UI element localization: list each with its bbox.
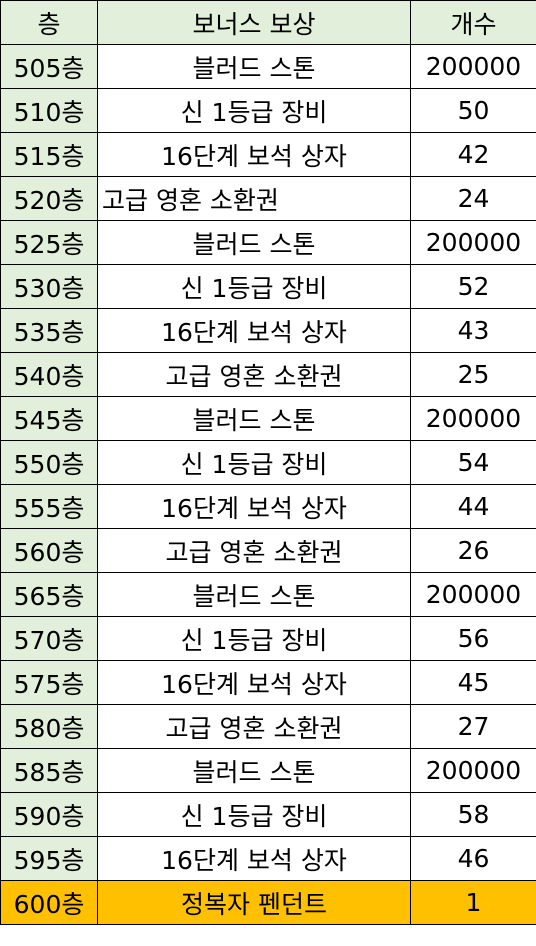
count-cell: 200000 <box>410 220 536 265</box>
floor-cell: 530층 <box>0 264 98 309</box>
floor-cell: 595층 <box>0 836 98 881</box>
table-row: 565층 블러드 스톤 200000 <box>0 572 536 617</box>
reward-cell: 신 1등급 장비 <box>97 792 411 837</box>
reward-cell: 신 1등급 장비 <box>97 88 411 133</box>
count-cell: 46 <box>410 836 536 881</box>
count-cell: 200000 <box>410 572 536 617</box>
count-cell: 24 <box>410 176 536 221</box>
reward-cell: 블러드 스톤 <box>97 220 411 265</box>
count-cell: 27 <box>410 704 536 749</box>
floor-cell: 575층 <box>0 660 98 705</box>
count-cell: 50 <box>410 88 536 133</box>
reward-cell: 정복자 펜던트 <box>97 880 411 925</box>
table-row: 510층 신 1등급 장비 50 <box>0 88 536 133</box>
count-cell: 43 <box>410 308 536 353</box>
table-row: 530층 신 1등급 장비 52 <box>0 264 536 309</box>
floor-cell: 565층 <box>0 572 98 617</box>
reward-cell: 16단계 보석 상자 <box>97 836 411 881</box>
floor-cell: 525층 <box>0 220 98 265</box>
header-floor: 층 <box>0 0 98 45</box>
table-row: 545층 블러드 스톤 200000 <box>0 396 536 441</box>
table-row: 525층 블러드 스톤 200000 <box>0 220 536 265</box>
reward-cell: 16단계 보석 상자 <box>97 660 411 705</box>
reward-cell: 고급 영혼 소환권 <box>97 528 411 573</box>
count-cell: 56 <box>410 616 536 661</box>
floor-cell: 590층 <box>0 792 98 837</box>
floor-cell: 555층 <box>0 484 98 529</box>
table-row: 555층 16단계 보석 상자 44 <box>0 484 536 529</box>
count-cell: 58 <box>410 792 536 837</box>
reward-cell: 신 1등급 장비 <box>97 616 411 661</box>
count-cell: 200000 <box>410 44 536 89</box>
table-row: 570층 신 1등급 장비 56 <box>0 616 536 661</box>
reward-cell: 블러드 스톤 <box>97 572 411 617</box>
table-row: 575층 16단계 보석 상자 45 <box>0 660 536 705</box>
count-cell: 44 <box>410 484 536 529</box>
count-cell: 52 <box>410 264 536 309</box>
floor-cell: 505층 <box>0 44 98 89</box>
table-row: 585층 블러드 스톤 200000 <box>0 748 536 793</box>
header-reward: 보너스 보상 <box>97 0 411 45</box>
reward-cell: 블러드 스톤 <box>97 748 411 793</box>
reward-cell: 신 1등급 장비 <box>97 264 411 309</box>
reward-cell: 신 1등급 장비 <box>97 440 411 485</box>
floor-cell: 515층 <box>0 132 98 177</box>
header-row: 층 보너스 보상 개수 <box>0 0 536 45</box>
reward-cell: 고급 영혼 소환권 <box>97 352 411 397</box>
count-cell: 54 <box>410 440 536 485</box>
reward-cell: 블러드 스톤 <box>97 396 411 441</box>
reward-cell: 고급 영혼 소환권 <box>97 704 411 749</box>
reward-cell: 16단계 보석 상자 <box>97 308 411 353</box>
floor-cell: 585층 <box>0 748 98 793</box>
reward-table: 층 보너스 보상 개수 505층 블러드 스톤 200000 510층 신 1등… <box>0 0 536 925</box>
table-row: 595층 16단계 보석 상자 46 <box>0 836 536 881</box>
table-row: 550층 신 1등급 장비 54 <box>0 440 536 485</box>
floor-cell: 580층 <box>0 704 98 749</box>
floor-cell: 570층 <box>0 616 98 661</box>
reward-cell: 16단계 보석 상자 <box>97 484 411 529</box>
count-cell: 42 <box>410 132 536 177</box>
table-row: 540층 고급 영혼 소환권 25 <box>0 352 536 397</box>
floor-cell: 540층 <box>0 352 98 397</box>
table-row: 505층 블러드 스톤 200000 <box>0 44 536 89</box>
floor-cell: 560층 <box>0 528 98 573</box>
floor-cell: 535층 <box>0 308 98 353</box>
count-cell: 200000 <box>410 396 536 441</box>
count-cell: 26 <box>410 528 536 573</box>
table-row: 535층 16단계 보석 상자 43 <box>0 308 536 353</box>
floor-cell: 600층 <box>0 880 98 925</box>
table-row: 515층 16단계 보석 상자 42 <box>0 132 536 177</box>
table-row: 520층 고급 영혼 소환권 24 <box>0 176 536 221</box>
floor-cell: 550층 <box>0 440 98 485</box>
table-row: 580층 고급 영혼 소환권 27 <box>0 704 536 749</box>
header-count: 개수 <box>410 0 536 45</box>
count-cell: 25 <box>410 352 536 397</box>
table-row: 590층 신 1등급 장비 58 <box>0 792 536 837</box>
table-row: 560층 고급 영혼 소환권 26 <box>0 528 536 573</box>
final-reward-row: 600층 정복자 펜던트 1 <box>0 880 536 925</box>
floor-cell: 545층 <box>0 396 98 441</box>
count-cell: 200000 <box>410 748 536 793</box>
count-cell: 1 <box>410 880 536 925</box>
floor-cell: 520층 <box>0 176 98 221</box>
floor-cell: 510층 <box>0 88 98 133</box>
reward-cell: 고급 영혼 소환권 <box>97 176 411 221</box>
count-cell: 45 <box>410 660 536 705</box>
reward-cell: 16단계 보석 상자 <box>97 132 411 177</box>
reward-cell: 블러드 스톤 <box>97 44 411 89</box>
